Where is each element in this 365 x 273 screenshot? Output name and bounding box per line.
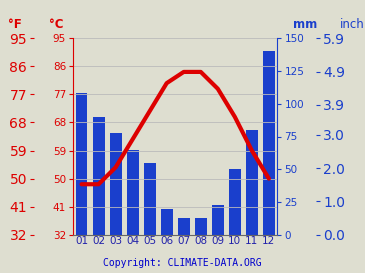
Text: inch: inch	[340, 18, 365, 31]
Bar	[229, 169, 241, 235]
Bar	[246, 130, 258, 235]
Text: Copyright: CLIMATE-DATA.ORG: Copyright: CLIMATE-DATA.ORG	[103, 257, 262, 268]
Text: °C: °C	[49, 18, 64, 31]
Bar	[93, 117, 104, 235]
Bar	[178, 218, 190, 235]
Bar	[263, 51, 275, 235]
Bar	[161, 209, 173, 235]
Bar	[127, 150, 139, 235]
Bar	[212, 205, 224, 235]
Bar	[195, 218, 207, 235]
Bar	[110, 133, 122, 235]
Bar	[76, 93, 88, 235]
Text: °F: °F	[8, 18, 22, 31]
Text: mm: mm	[293, 18, 317, 31]
Bar	[144, 163, 155, 235]
